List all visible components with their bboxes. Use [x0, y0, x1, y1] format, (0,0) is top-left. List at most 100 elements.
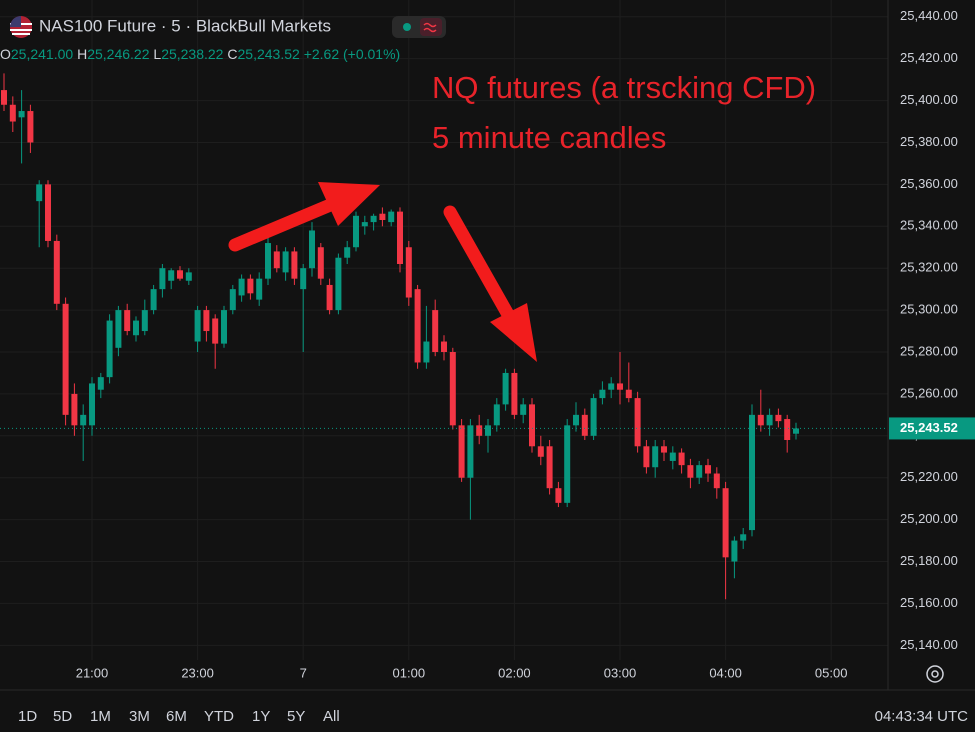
- y-tick-label: 25,220.00: [900, 469, 958, 484]
- y-tick-label: 25,140.00: [900, 637, 958, 652]
- candle-body: [97, 377, 104, 390]
- candle-body: [775, 414, 782, 422]
- range-button[interactable]: 1D: [18, 708, 37, 725]
- candle-body: [643, 446, 650, 468]
- candle-body: [678, 452, 685, 466]
- candles: [1, 73, 799, 600]
- arrow: [443, 205, 537, 362]
- candle-body: [370, 215, 377, 223]
- candle-body: [573, 414, 579, 426]
- range-button[interactable]: 5D: [53, 708, 72, 725]
- candle-body: [18, 111, 25, 118]
- candle-body: [388, 211, 395, 223]
- candle-body: [106, 320, 113, 378]
- y-tick-label: 25,420.00: [900, 50, 958, 65]
- candle-body: [36, 184, 43, 202]
- candle-body: [634, 398, 641, 447]
- candle-body: [722, 488, 729, 558]
- candle-body: [282, 251, 289, 273]
- range-button[interactable]: 1M: [90, 708, 111, 725]
- y-tick-label: 25,260.00: [900, 385, 958, 400]
- candle-body: [212, 318, 219, 344]
- range-button[interactable]: YTD: [204, 708, 234, 725]
- candle-body: [625, 389, 632, 399]
- last-price-tag: [889, 417, 975, 440]
- candle-body: [238, 278, 245, 296]
- candle-body: [405, 247, 412, 298]
- candle-body: [669, 452, 676, 461]
- candle-body: [414, 289, 421, 363]
- range-button[interactable]: 6M: [166, 708, 187, 725]
- candle-body: [379, 213, 386, 220]
- range-button[interactable]: 3M: [129, 708, 150, 725]
- candle-body: [467, 425, 474, 478]
- range-button[interactable]: 1Y: [252, 708, 270, 725]
- candle-body: [168, 270, 175, 281]
- candle-body: [502, 372, 509, 405]
- candle-body: [273, 251, 280, 269]
- ohlc-key: H: [77, 46, 87, 62]
- ohlc-value: 25,238.22: [161, 46, 223, 62]
- ohlc-key: C: [227, 46, 237, 62]
- candle-body: [740, 534, 747, 541]
- candle-body: [177, 270, 183, 279]
- candle-body: [1, 90, 7, 105]
- candle-body: [687, 465, 694, 478]
- y-tick-label: 25,300.00: [900, 302, 958, 317]
- candle-body: [300, 268, 307, 290]
- candle-body: [124, 310, 131, 332]
- y-tick-label: 25,400.00: [900, 92, 958, 107]
- candle-body: [537, 446, 544, 457]
- candle-body: [185, 272, 192, 281]
- candle-body: [9, 104, 16, 122]
- status-dot: [403, 23, 411, 31]
- candle-body: [71, 393, 78, 426]
- candle-body: [520, 404, 527, 415]
- candle-body: [45, 184, 51, 241]
- candle-body: [476, 425, 483, 436]
- candle-body: [731, 540, 738, 562]
- candle-body: [449, 352, 456, 426]
- candle-body: [353, 215, 359, 248]
- settings-icon[interactable]: [926, 665, 944, 683]
- y-tick-label: 25,280.00: [900, 343, 958, 358]
- last-price-label: 25,243.52: [900, 420, 958, 435]
- y-tick-label: 25,320.00: [900, 260, 958, 275]
- clock: 04:43:34 UTC: [875, 708, 969, 725]
- candle-body: [397, 211, 403, 264]
- range-button[interactable]: 5Y: [287, 708, 305, 725]
- candle-body: [749, 414, 755, 531]
- candle-body: [493, 404, 500, 426]
- ohlc-value: 25,241.00: [11, 46, 73, 62]
- y-tick-label: 25,440.00: [900, 8, 958, 23]
- y-tick-label: 25,200.00: [900, 511, 958, 526]
- candle-body: [326, 284, 333, 311]
- range-button[interactable]: All: [323, 708, 340, 725]
- candle-body: [555, 488, 562, 503]
- candle-body: [581, 414, 588, 436]
- candle-body: [27, 111, 34, 143]
- candle-body: [62, 303, 69, 415]
- flag-icon: [10, 16, 32, 38]
- x-tick-label: 02:00: [498, 665, 531, 680]
- candle-body: [793, 428, 799, 434]
- x-tick-label: 23:00: [181, 665, 214, 680]
- candle-body: [317, 247, 324, 279]
- candle-body: [757, 414, 764, 426]
- x-tick-label: 01:00: [393, 665, 426, 680]
- ohlc-key: O: [0, 46, 11, 62]
- candle-body: [133, 320, 139, 336]
- candle-body: [529, 404, 535, 447]
- candle-body: [511, 372, 518, 415]
- annotation: 5 minute candles: [432, 120, 666, 155]
- y-tick-label: 25,160.00: [900, 595, 958, 610]
- x-tick-label: 21:00: [76, 665, 109, 680]
- y-tick-label: 25,340.00: [900, 218, 958, 233]
- candle-body: [159, 268, 166, 290]
- change: +2.62 (+0.01%): [304, 46, 401, 62]
- y-tick-label: 25,360.00: [900, 176, 958, 191]
- candle-body: [53, 240, 60, 304]
- candle-body: [608, 383, 615, 390]
- chart-title: NAS100 Future · 5 · BlackBull Markets: [39, 16, 331, 35]
